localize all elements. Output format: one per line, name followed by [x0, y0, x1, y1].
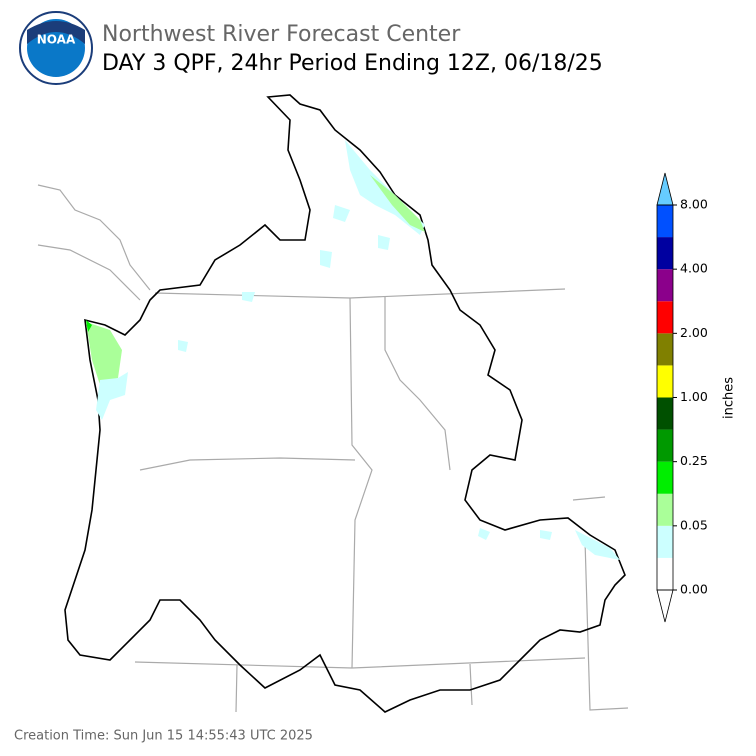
logo: NOAA [19, 11, 93, 85]
colorbar-segment [657, 269, 673, 302]
colorbar-tick-label: 0.25 [680, 453, 708, 468]
colorbar-under [656, 589, 674, 623]
colorbar-segment [657, 365, 673, 398]
basin-outline [64, 94, 626, 713]
footer: Creation Time: Sun Jun 15 14:55:43 UTC 2… [14, 729, 313, 744]
colorbar-segment [657, 557, 673, 590]
colorbar-over [656, 172, 674, 206]
colorbar-segment [657, 205, 673, 238]
colorbar-segment [657, 525, 673, 558]
colorbar: 0.00 0.05 0.25 1.00 2.00 4.00 8.00 [656, 172, 708, 623]
colorbar-tick-label: 2.00 [680, 325, 708, 340]
colorbar-tick-label: 4.00 [680, 261, 708, 276]
colorbar-tick-label: 1.00 [680, 389, 708, 404]
colorbar-segment [657, 237, 673, 270]
colorbar-segment [657, 397, 673, 430]
colorbar-segment [657, 333, 673, 366]
title: Northwest River Forecast Center [102, 22, 461, 47]
colorbar-segment [657, 493, 673, 526]
colorbar-segment [657, 429, 673, 462]
colorbar-tick-label: 8.00 [680, 197, 708, 212]
map [37, 94, 629, 713]
colorbar-tick-label: 0.00 [680, 582, 708, 597]
colorbar-segment [657, 301, 673, 334]
colorbar-label: inches [722, 377, 737, 419]
precip-areas [86, 140, 620, 560]
logo-text: NOAA [37, 33, 76, 47]
subtitle: DAY 3 QPF, 24hr Period Ending 12Z, 06/18… [102, 51, 603, 76]
colorbar-tick-label: 0.05 [680, 517, 708, 532]
colorbar-segment [657, 461, 673, 494]
state-borders [37, 184, 629, 713]
